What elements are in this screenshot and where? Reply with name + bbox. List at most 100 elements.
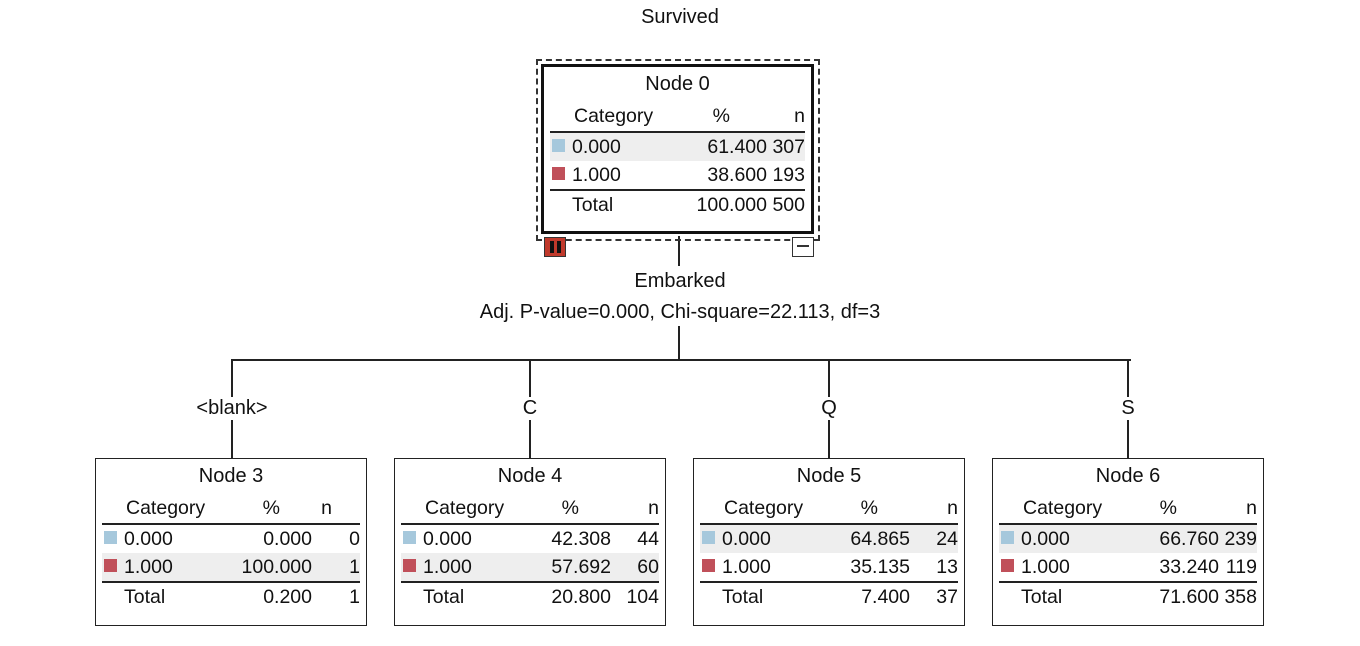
header-n: n (947, 497, 958, 519)
table-row: 1.000 100.000 1 (102, 553, 360, 581)
node-table-header: Category % n (700, 497, 958, 525)
header-category: Category (126, 497, 206, 519)
node-label: Node 6 (1095, 465, 1161, 487)
table-row: 0.000 64.865 24 (700, 525, 958, 553)
row-count: 307 (772, 136, 805, 158)
node-table-header: Category % n (401, 497, 659, 525)
row-percent: 0.000 (263, 528, 312, 550)
category-swatch (1001, 531, 1014, 544)
total-percent: 71.600 (1159, 586, 1219, 608)
category-swatch (403, 531, 416, 544)
row-category: 0.000 (1021, 528, 1070, 550)
row-count: 239 (1224, 528, 1257, 550)
split-stats: Adj. P-value=0.000, Chi-square=22.113, d… (479, 301, 881, 323)
header-percent: % (561, 497, 579, 519)
header-percent: % (860, 497, 878, 519)
total-label: Total (423, 586, 465, 608)
root-connector (678, 236, 680, 266)
category-swatch (104, 559, 117, 572)
row-category: 1.000 (423, 556, 472, 578)
table-row: 0.000 0.000 0 (102, 525, 360, 553)
total-label: Total (1021, 586, 1063, 608)
table-row: 1.000 33.240 119 (999, 553, 1257, 581)
total-count: 1 (349, 586, 360, 608)
row-percent: 100.000 (241, 556, 313, 578)
branch-label-c: C (470, 397, 590, 420)
total-count: 500 (772, 194, 805, 216)
header-category: Category (574, 105, 654, 127)
category-swatch (104, 531, 117, 544)
row-percent: 61.400 (707, 136, 767, 158)
row-percent: 42.308 (551, 528, 611, 550)
node-0[interactable]: Node 0 Category % n 0.000 61.400 307 1.0… (541, 64, 814, 234)
row-percent: 33.240 (1159, 556, 1219, 578)
header-category: Category (1023, 497, 1103, 519)
total-label: Total (572, 194, 614, 216)
row-category: 1.000 (1021, 556, 1070, 578)
node-table-header: Category % n (102, 497, 360, 525)
category-swatch (552, 167, 565, 180)
tree-title: Survived (641, 6, 719, 28)
table-row: 1.000 57.692 60 (401, 553, 659, 581)
row-count: 0 (349, 528, 360, 550)
row-percent: 35.135 (850, 556, 910, 578)
branch-label-blank: <blank> (172, 397, 292, 420)
category-swatch (702, 531, 715, 544)
header-percent: % (712, 105, 730, 127)
header-n: n (648, 497, 659, 519)
header-n: n (1246, 497, 1257, 519)
branch-label-s: S (1068, 397, 1188, 420)
row-count: 13 (936, 556, 958, 578)
total-label: Total (124, 586, 166, 608)
node-4[interactable]: Node 4 Category % n 0.000 42.308 44 1.00… (394, 458, 666, 626)
total-percent: 0.200 (263, 586, 312, 608)
total-row: Total 0.200 1 (102, 581, 360, 613)
collapse-icon[interactable] (792, 237, 814, 257)
total-row: Total 7.400 37 (700, 581, 958, 613)
row-category: 0.000 (572, 136, 621, 158)
node-label: Node 3 (198, 465, 264, 487)
total-row: Total 100.000 500 (550, 189, 805, 221)
node-5[interactable]: Node 5 Category % n 0.000 64.865 24 1.00… (693, 458, 965, 626)
total-label: Total (722, 586, 764, 608)
header-percent: % (262, 497, 280, 519)
table-row: 0.000 61.400 307 (550, 133, 805, 161)
node-6[interactable]: Node 6 Category % n 0.000 66.760 239 1.0… (992, 458, 1264, 626)
table-row: 0.000 66.760 239 (999, 525, 1257, 553)
total-percent: 20.800 (551, 586, 611, 608)
row-count: 193 (772, 164, 805, 186)
row-percent: 66.760 (1159, 528, 1219, 550)
row-category: 0.000 (423, 528, 472, 550)
total-count: 37 (936, 586, 958, 608)
row-percent: 57.692 (551, 556, 611, 578)
node-label: Node 0 (645, 73, 710, 95)
category-swatch (1001, 559, 1014, 572)
row-category: 0.000 (124, 528, 173, 550)
node-label: Node 5 (796, 465, 862, 487)
total-percent: 100.000 (696, 194, 768, 216)
total-row: Total 71.600 358 (999, 581, 1257, 613)
table-row: 1.000 38.600 193 (550, 161, 805, 189)
split-connector (678, 326, 680, 360)
total-count: 104 (626, 586, 659, 608)
total-count: 358 (1224, 586, 1257, 608)
category-swatch (552, 139, 565, 152)
row-count: 44 (637, 528, 659, 550)
node-table-header: Category % n (999, 497, 1257, 525)
row-count: 119 (1225, 556, 1257, 578)
branch-bar (231, 359, 1131, 361)
row-count: 1 (349, 556, 360, 578)
row-count: 24 (936, 528, 958, 550)
row-percent: 64.865 (850, 528, 910, 550)
node-label: Node 4 (497, 465, 563, 487)
row-category: 0.000 (722, 528, 771, 550)
split-variable: Embarked (634, 270, 726, 292)
node-graph-icon[interactable] (544, 237, 566, 257)
category-swatch (702, 559, 715, 572)
row-category: 1.000 (572, 164, 621, 186)
node-table-header: Category % n (550, 105, 805, 133)
table-row: 0.000 42.308 44 (401, 525, 659, 553)
row-category: 1.000 (124, 556, 173, 578)
header-percent: % (1159, 497, 1177, 519)
node-3[interactable]: Node 3 Category % n 0.000 0.000 0 1.000 … (95, 458, 367, 626)
